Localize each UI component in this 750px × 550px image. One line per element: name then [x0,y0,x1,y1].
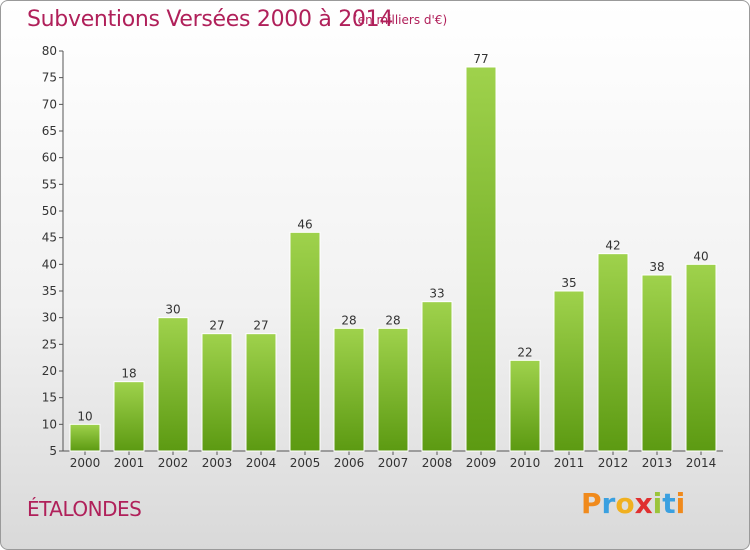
y-tick-label: 50 [42,204,57,218]
data-label-2013: 38 [649,260,664,274]
y-tick-label: 45 [42,231,57,245]
data-label-2000: 10 [77,409,92,423]
data-label-2001: 18 [121,367,136,381]
logo-letter: P [581,487,602,520]
logo-letter: t [662,487,676,520]
x-tick-label-2009: 2009 [466,456,497,470]
data-label-2011: 35 [561,276,576,290]
y-tick-label: 10 [42,417,57,431]
y-tick-label: 60 [42,151,57,165]
bar-2009 [465,66,497,452]
logo-letter: x [634,487,653,520]
logo-letter: o [615,487,635,520]
data-label-2010: 22 [517,345,532,359]
bar-2012 [597,253,629,452]
x-tick-label-2005: 2005 [290,456,321,470]
data-label-2004: 27 [253,319,268,333]
x-tick-label-2003: 2003 [202,456,233,470]
x-tick-label-2013: 2013 [642,456,673,470]
data-label-2008: 33 [429,287,444,301]
bar-2013 [641,274,673,452]
commune-name: ÉTALONDES [27,497,142,521]
bar-2002 [157,317,189,452]
y-tick-label: 20 [42,364,57,378]
x-tick-label-2002: 2002 [158,456,189,470]
data-label-2006: 28 [341,313,356,327]
data-label-2009: 77 [473,52,488,66]
bar-2003 [201,333,233,452]
bar-2000 [69,423,101,452]
x-tick-label-2012: 2012 [598,456,629,470]
y-tick-label: 75 [42,71,57,85]
bar-2005 [289,231,321,452]
x-tick-label-2007: 2007 [378,456,409,470]
bar-2008 [421,301,453,452]
chart-subtitle: (en milliers d'€) [353,13,448,27]
x-tick-label-2011: 2011 [554,456,585,470]
x-tick-label-2001: 2001 [114,456,145,470]
data-label-2007: 28 [385,313,400,327]
x-tick-label-2000: 2000 [70,456,101,470]
data-label-2005: 46 [297,217,312,231]
data-labels: 10 18 30 27 27 46 28 28 33 77 22 35 42 38 40 [77,52,708,423]
y-tick-label: 65 [42,124,57,138]
data-label-2003: 27 [209,319,224,333]
proxiti-logo[interactable]: Proxiti [581,487,685,520]
bar-2011 [553,290,585,452]
bar-2001 [113,381,145,452]
bar-2004 [245,333,277,452]
y-tick-label: 30 [42,311,57,325]
y-tick-label: 55 [42,177,57,191]
x-tick-label-2004: 2004 [246,456,277,470]
x-tick-label-2006: 2006 [334,456,365,470]
x-tick-label-2010: 2010 [510,456,541,470]
y-tick-label: 80 [42,44,57,58]
y-tick-label: 35 [42,284,57,298]
x-tick-label-2014: 2014 [686,456,717,470]
y-tick-label: 5 [49,444,57,458]
chart-title: Subventions Versées 2000 à 2014 [27,7,394,32]
x-tick-label-2008: 2008 [422,456,453,470]
data-label-2014: 40 [693,249,708,263]
logo-letter: i [652,487,663,520]
logo-letter: i [675,487,686,520]
bar-2006 [333,327,365,452]
axes: 5 10 15 20 25 30 35 40 45 50 55 60 65 70 75 80 2000 2001 2… [42,44,723,470]
y-tick-label: 70 [42,97,57,111]
logo-letter: r [601,487,616,520]
y-tick-label: 15 [42,391,57,405]
bars [69,66,717,452]
bar-2007 [377,327,409,452]
data-label-2012: 42 [605,239,620,253]
y-tick-label: 25 [42,337,57,351]
y-tick-label: 40 [42,257,57,271]
data-label-2002: 30 [165,303,180,317]
bar-2010 [509,359,541,452]
bar-2014 [685,263,717,452]
